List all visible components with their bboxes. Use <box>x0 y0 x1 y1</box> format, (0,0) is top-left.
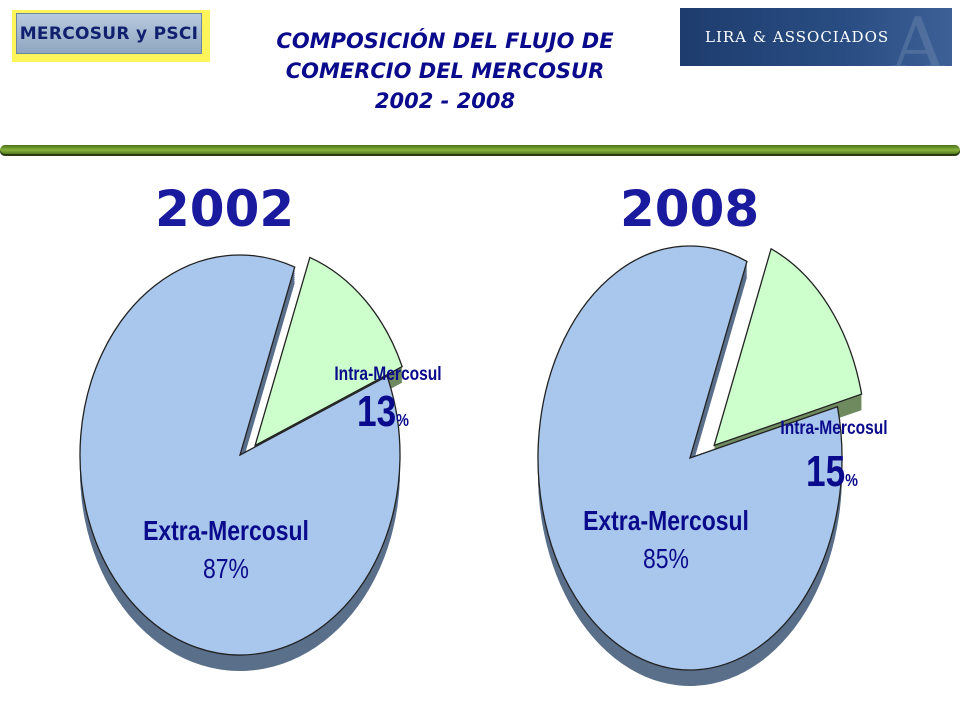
mercosur-psci-logo-text: MERCOSUR y PSCI <box>19 23 199 44</box>
lira-logo-watermark-icon: A <box>892 8 944 66</box>
mercosur-psci-logo: MERCOSUR y PSCI <box>12 10 210 62</box>
divider-rule <box>0 145 960 156</box>
extra-mercosul-slice-2008 <box>537 245 843 671</box>
extra-mercosul-slice-2002 <box>79 254 401 656</box>
page-title: COMPOSICIÓN DEL FLUJO DE COMERCIO DEL ME… <box>215 26 675 116</box>
chart-title-2002: 2002 <box>155 180 295 238</box>
extra-mercosul-value-2002: 87% <box>203 554 249 585</box>
intra-mercosul-value-2002: 13% <box>357 387 409 436</box>
intra-mercosul-label-2008: Intra-Mercosul <box>780 417 887 439</box>
title-line-3: 2002 - 2008 <box>374 89 516 113</box>
extra-mercosul-value-2008: 85% <box>643 544 689 575</box>
lira-associados-logo-text: LIRA & ASSOCIADOS <box>705 28 890 46</box>
lira-associados-logo: LIRA & ASSOCIADOS A <box>680 8 952 66</box>
chart-title-2008: 2008 <box>620 180 760 238</box>
intra-mercosul-label-2002: Intra-Mercosul <box>334 363 441 385</box>
mercosur-psci-logo-badge: MERCOSUR y PSCI <box>16 13 202 54</box>
intra-mercosul-slice-2008 <box>713 247 863 447</box>
extra-mercosul-label-2008: Extra-Mercosul <box>583 506 749 537</box>
extra-mercosul-label-2002: Extra-Mercosul <box>143 516 309 547</box>
intra-mercosul-slice-2002 <box>254 256 403 447</box>
intra-mercosul-value-2008: 15% <box>806 447 858 496</box>
title-line-1: COMPOSICIÓN DEL FLUJO DE <box>276 29 614 53</box>
title-line-2: COMERCIO DEL MERCOSUR <box>285 59 605 83</box>
